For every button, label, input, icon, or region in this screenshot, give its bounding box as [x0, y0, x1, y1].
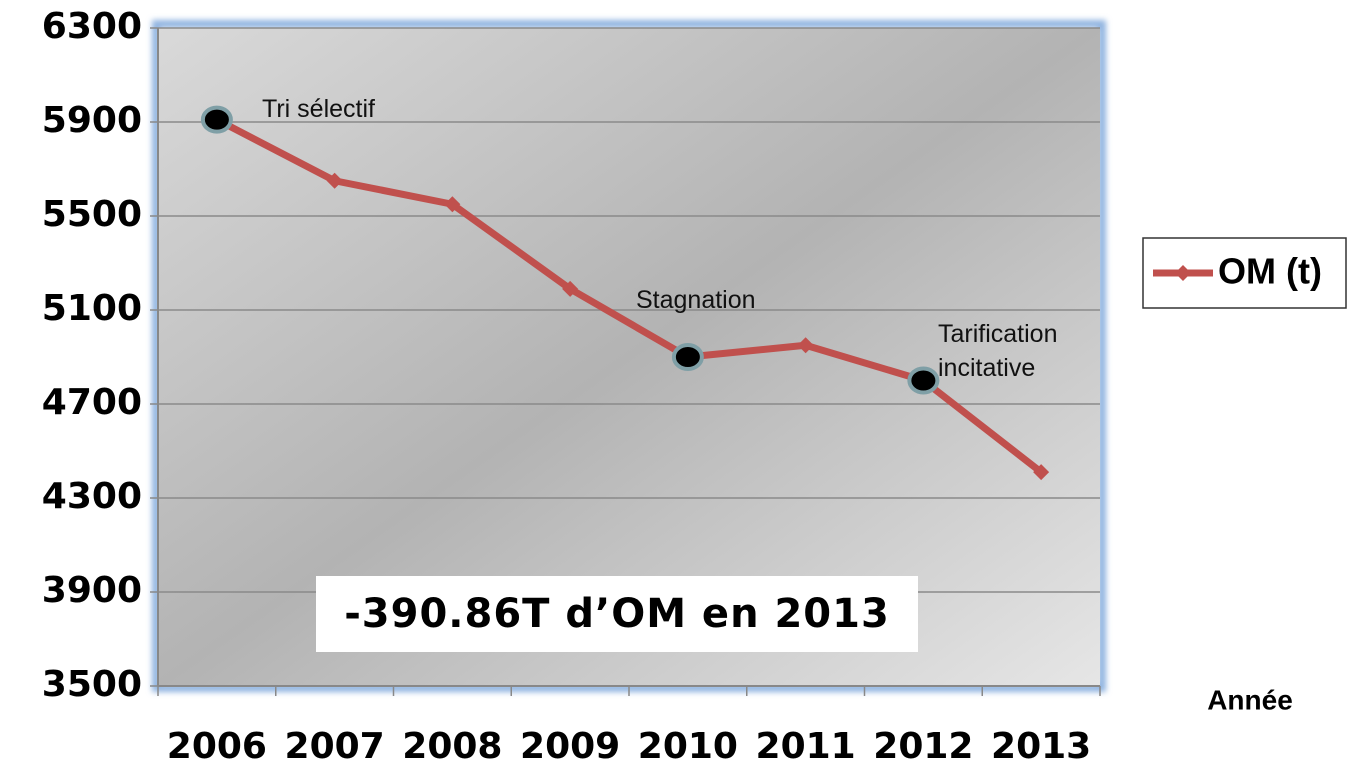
y-tick-label: 5100 [42, 288, 142, 329]
highlight-ring [671, 343, 704, 371]
point-marker [562, 280, 579, 297]
x-tick-label: 2013 [991, 726, 1091, 767]
y-tick-label: 4700 [42, 382, 142, 423]
callout-text: -390.86T d’OM en 2013 [344, 591, 890, 637]
y-tick-label: 5500 [42, 194, 142, 235]
y-tick-label: 5900 [42, 100, 142, 141]
callout-box [316, 576, 918, 652]
annotation: Tarification incitative [938, 320, 1058, 382]
point-marker [1033, 464, 1050, 481]
y-tick-label: 6300 [42, 6, 142, 47]
highlight-ring [907, 366, 940, 395]
point-marker [797, 337, 814, 354]
x-tick-label: 2006 [167, 726, 267, 767]
series-line [215, 116, 1044, 475]
highlight-ring [200, 105, 233, 134]
x-tick-label: 2012 [873, 726, 973, 767]
annotation: Stagnation [636, 286, 756, 314]
point-marker [326, 172, 343, 189]
annotation: Tri sélectif [262, 95, 375, 123]
x-tick-label: 2008 [402, 726, 502, 767]
y-tick-label: 3500 [42, 664, 142, 705]
y-tick-label: 4300 [42, 476, 142, 517]
x-tick-label: 2007 [285, 726, 385, 767]
legend-marker [1175, 265, 1191, 281]
point-marker [444, 196, 461, 213]
x-tick-label: 2009 [520, 726, 620, 767]
y-tick-label: 3900 [42, 570, 142, 611]
x-tick-label: 2010 [638, 726, 738, 767]
x-tick-label: 2011 [756, 726, 856, 767]
legend-label: OM (t) [1218, 251, 1322, 292]
x-axis-label: Année [1207, 684, 1293, 715]
